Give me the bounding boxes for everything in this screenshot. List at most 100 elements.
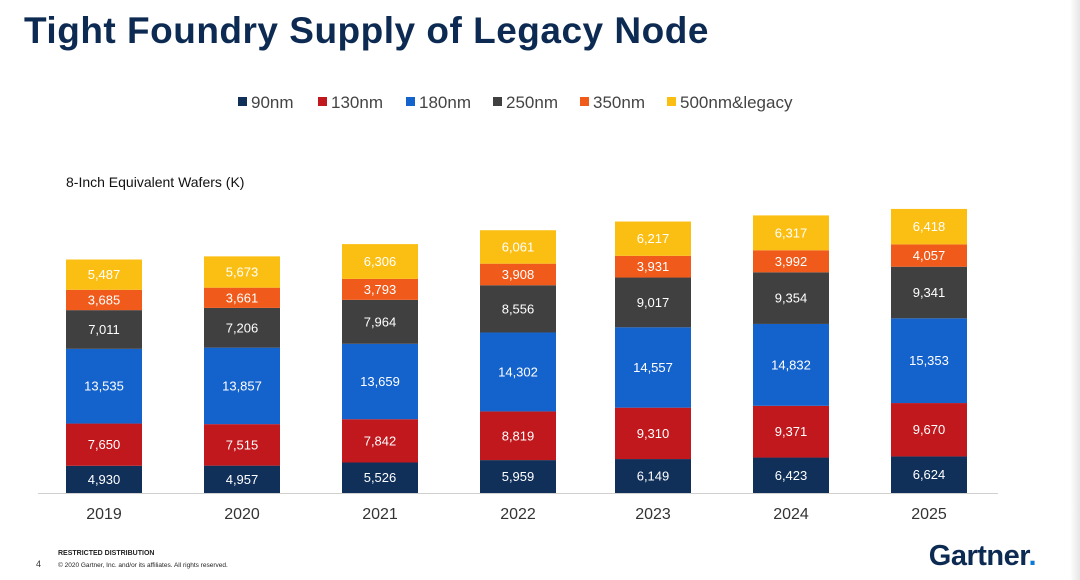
data-label: 4,930 (88, 472, 121, 487)
bar-segment (342, 299, 418, 344)
legend-label: 500nm&legacy (680, 93, 793, 112)
data-label: 6,217 (637, 231, 670, 246)
data-label: 6,624 (913, 467, 946, 482)
bar-segment (342, 419, 418, 463)
legend-swatch (493, 97, 502, 106)
data-label: 3,793 (364, 282, 397, 297)
legend-swatch (580, 97, 589, 106)
logo-dot: . (1028, 540, 1036, 572)
bar-segment (204, 256, 280, 288)
data-label: 6,423 (775, 468, 808, 483)
data-label: 14,832 (771, 357, 811, 372)
page-title: Tight Foundry Supply of Legacy Node (24, 10, 709, 51)
data-label: 6,061 (502, 239, 535, 254)
bar-segment (342, 278, 418, 300)
bar-segment (480, 411, 556, 461)
data-label: 5,526 (364, 470, 397, 485)
bar-segment (480, 332, 556, 412)
data-label: 7,650 (88, 437, 121, 452)
bar-segment (66, 310, 142, 349)
legend-label: 250nm (506, 93, 558, 112)
bar-segment (342, 343, 418, 420)
data-label: 5,959 (502, 469, 535, 484)
bar-segment (66, 423, 142, 466)
data-label: 3,685 (88, 292, 121, 307)
bar-segment (204, 424, 280, 466)
bar-segment (66, 348, 142, 424)
data-label: 7,011 (88, 322, 120, 337)
data-label: 7,964 (364, 314, 397, 329)
legend-swatch (667, 97, 676, 106)
data-label: 14,557 (633, 360, 673, 375)
bar-segment (342, 244, 418, 279)
bar-segment (891, 208, 967, 245)
bar-segment (615, 221, 691, 256)
bar-segment (615, 327, 691, 408)
bar-segment (480, 460, 556, 493)
legend-swatch (238, 97, 247, 106)
data-label: 13,535 (84, 379, 124, 394)
data-label: 6,149 (637, 469, 670, 484)
footer-copyright: © 2020 Gartner, Inc. and/or its affiliat… (58, 562, 228, 569)
page-number: 4 (36, 559, 42, 569)
data-label: 3,992 (775, 254, 808, 269)
data-label: 4,957 (226, 472, 259, 487)
data-label: 9,341 (913, 285, 946, 300)
bar-segment (753, 323, 829, 406)
bar-segment (753, 272, 829, 324)
data-label: 3,908 (502, 267, 535, 282)
data-label: 7,206 (226, 320, 259, 335)
slide-edge-shadow (1070, 0, 1080, 580)
x-tick-label: 2024 (773, 506, 809, 523)
bar-segment (66, 289, 142, 311)
x-tick-label: 2023 (635, 506, 671, 523)
y-axis-label: 8-Inch Equivalent Wafers (K) (66, 174, 244, 190)
bar-segment (204, 307, 280, 348)
bar-segment (891, 318, 967, 404)
data-label: 4,057 (913, 248, 946, 263)
x-tick-label: 2021 (362, 506, 398, 523)
data-label: 9,371 (775, 424, 808, 439)
bar-segment (753, 457, 829, 493)
bar-segment (753, 250, 829, 273)
data-label: 6,418 (913, 219, 946, 234)
data-label: 9,310 (637, 426, 670, 441)
bar-segment (480, 263, 556, 286)
bar-segment (753, 215, 829, 251)
data-label: 9,354 (775, 291, 808, 306)
bar-segment (891, 456, 967, 493)
data-label: 3,661 (226, 290, 259, 305)
bar-segment (204, 287, 280, 308)
data-label: 15,353 (909, 353, 949, 368)
x-tick-label: 2020 (224, 506, 260, 523)
data-label: 8,556 (502, 301, 535, 316)
bar-segment (615, 407, 691, 460)
legend-label: 180nm (419, 93, 471, 112)
bar-segment (342, 462, 418, 493)
data-label: 13,659 (360, 374, 400, 389)
data-label: 13,857 (222, 378, 262, 393)
bar-segment (66, 259, 142, 290)
bar-segment (891, 403, 967, 457)
bar-segment (891, 266, 967, 319)
bar-segment (753, 405, 829, 458)
bar-segment (480, 230, 556, 264)
logo-text: Gartner (928, 540, 1029, 572)
data-label: 7,515 (226, 437, 259, 452)
gartner-logo: Gartner. (928, 540, 1037, 573)
bar-segment (66, 465, 142, 493)
x-tick-label: 2022 (500, 506, 536, 523)
data-label: 3,931 (637, 259, 670, 274)
legend-swatch (318, 97, 327, 106)
bar-segment (480, 285, 556, 333)
data-label: 9,670 (913, 422, 946, 437)
bar-segment (615, 459, 691, 493)
data-label: 9,017 (637, 295, 670, 310)
data-label: 6,317 (775, 225, 808, 240)
data-label: 14,302 (498, 364, 538, 379)
data-label: 5,673 (226, 265, 259, 280)
legend-label: 130nm (331, 93, 383, 112)
data-label: 6,306 (364, 254, 397, 269)
legend-swatch (406, 97, 415, 106)
